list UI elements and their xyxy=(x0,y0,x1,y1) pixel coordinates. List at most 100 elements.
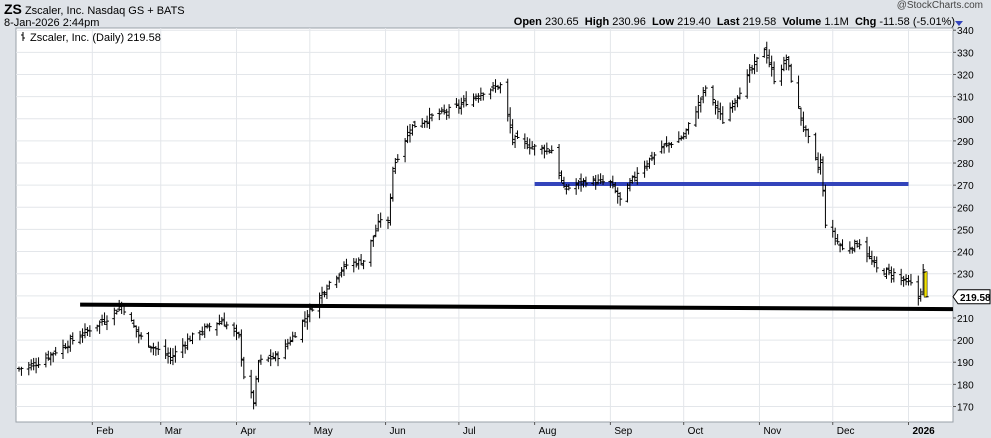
ohlc-bar xyxy=(100,314,105,326)
ohlc-bar xyxy=(882,268,887,276)
x-tick-label: Dec xyxy=(837,426,855,437)
ohlc-bar xyxy=(522,133,527,149)
ohlc-bar xyxy=(698,97,703,113)
ohlc-bar xyxy=(816,152,821,174)
company-name: Zscaler, Inc. xyxy=(24,5,85,17)
ohlc-bar xyxy=(498,82,503,94)
last-price-marker: 219.58 xyxy=(952,289,991,305)
ohlc-bar xyxy=(632,171,637,182)
ohlc-bar xyxy=(78,330,83,345)
ohlc-bar xyxy=(473,93,478,101)
ohlc-bar xyxy=(539,144,544,155)
ohlc-bar xyxy=(713,99,718,115)
ohlc-bar xyxy=(361,259,366,270)
legend: Zscaler, Inc. (Daily) 219.58 xyxy=(21,32,161,44)
ohlc-bar xyxy=(166,347,171,364)
ohlc-bar xyxy=(561,176,566,189)
ohlc-bar xyxy=(806,128,811,144)
ohlc-bar xyxy=(686,122,691,135)
ohlc-bar xyxy=(918,288,923,302)
ohlc-bar xyxy=(258,354,263,365)
ohlc-bar xyxy=(549,145,554,154)
ohlc-bar xyxy=(36,357,41,368)
y-tick-label: 170 xyxy=(957,403,974,414)
ohlc-bar xyxy=(798,107,803,126)
ohlc-bar xyxy=(488,88,493,100)
ohlc-bar xyxy=(224,321,229,330)
ohlc-bar xyxy=(459,97,464,115)
ohlc-bar xyxy=(495,84,500,90)
ohlc-bar xyxy=(576,179,581,190)
ohlc-bar xyxy=(205,323,210,329)
ohlc-bar xyxy=(46,350,51,361)
ohlc-bar xyxy=(300,319,305,343)
x-tick-label: Aug xyxy=(539,426,557,437)
ohlc-bar xyxy=(630,175,635,184)
ohlc-bar xyxy=(737,87,742,100)
ohlc-bar xyxy=(48,351,53,366)
ohlc-bar xyxy=(322,290,327,298)
x-tick-label: Sep xyxy=(614,426,632,437)
ohlc-bar xyxy=(63,343,68,350)
watermark: @StockCharts.com xyxy=(896,0,983,11)
quote-bar: Open 230.65 High 230.96 Low 219.40 Last … xyxy=(514,16,955,28)
ohlc-bar xyxy=(874,256,879,273)
ohlc-bar xyxy=(19,366,24,376)
ohlc-bar xyxy=(904,274,909,286)
ohlc-bar xyxy=(134,325,139,338)
x-tick-label: Apr xyxy=(240,426,256,437)
ohlc-bar xyxy=(454,97,459,108)
ohlc-bar xyxy=(581,178,586,188)
ohlc-bar xyxy=(591,175,596,186)
ohlc-bar xyxy=(403,138,408,163)
ohlc-bar xyxy=(104,315,109,331)
ohlc-bar xyxy=(733,98,738,111)
ohlc-bar xyxy=(456,99,461,114)
ohlc-bar xyxy=(119,301,124,314)
ohlc-bar xyxy=(317,292,322,319)
y-tick-label: 240 xyxy=(957,248,974,259)
ohlc-bar xyxy=(681,132,686,140)
ohlc-bar xyxy=(899,268,904,286)
ohlc-bar xyxy=(884,267,889,279)
ohlc-bar xyxy=(491,81,496,92)
y-tick-label: 230 xyxy=(957,270,974,281)
ohlc-bar xyxy=(855,240,860,248)
ohlc-bar xyxy=(222,312,227,327)
ohlc-bar xyxy=(525,137,530,150)
ohlc-bar xyxy=(197,330,202,341)
ohlc-bar xyxy=(813,132,818,161)
ohlc-bar xyxy=(429,113,434,122)
ohlc-bar xyxy=(180,338,185,359)
ohlc-bar xyxy=(288,336,293,346)
ohlc-bar xyxy=(156,341,161,355)
ohlc-bar xyxy=(53,346,58,356)
last-price-box xyxy=(952,289,991,305)
ohlc-bar xyxy=(122,303,127,316)
x-tick-label: Jun xyxy=(390,426,406,437)
x-tick-label: Mar xyxy=(165,426,183,437)
y-tick-label: 290 xyxy=(957,137,974,148)
ohlc-bar xyxy=(557,143,562,180)
ohlc-bar xyxy=(711,85,716,106)
ohlc-bar xyxy=(412,120,417,128)
ohlc-bar xyxy=(835,233,840,245)
ohlc-bar xyxy=(659,140,664,154)
ohlc-bar xyxy=(847,241,852,254)
ohlc-bar xyxy=(170,348,175,366)
ohlc-bar xyxy=(283,339,288,360)
ohlc-bar xyxy=(647,157,652,169)
ohlc-bar xyxy=(579,173,584,192)
quote-dropdown-icon[interactable] xyxy=(955,21,963,26)
ohlc-bar xyxy=(872,256,877,268)
ohlc-bar xyxy=(97,320,102,334)
ohlc-bar xyxy=(684,128,689,139)
ohlc-bar xyxy=(273,351,278,362)
ohlc-bar xyxy=(354,258,359,268)
ohlc-bar xyxy=(530,141,535,150)
ohlc-bar xyxy=(168,347,173,365)
volume-label: Volume xyxy=(782,16,822,28)
ohlc-bar xyxy=(669,142,674,149)
